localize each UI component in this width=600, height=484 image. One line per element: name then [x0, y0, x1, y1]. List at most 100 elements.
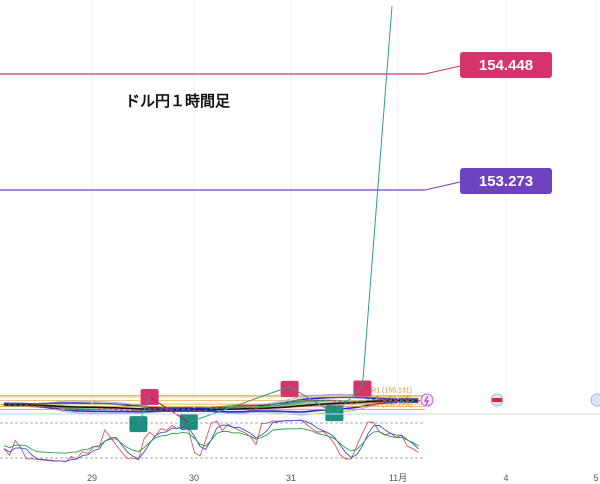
candle-body: [299, 399, 303, 401]
candle-body: [259, 405, 264, 409]
x-tick-label: 31: [286, 473, 296, 483]
callout-box: [460, 168, 552, 194]
pivot-label: S1 (152.220): [372, 401, 412, 408]
candle-body: [293, 400, 297, 402]
flash-event-icon[interactable]: [420, 393, 434, 407]
candle-body: [371, 399, 376, 401]
candle-body: [175, 409, 180, 411]
candle-body: [411, 400, 415, 402]
candle-body: [97, 408, 101, 410]
candle-body: [7, 404, 12, 406]
candle-body: [114, 409, 118, 411]
candle-body: [399, 400, 404, 402]
candle-body: [282, 402, 286, 404]
flash-glyph-icon: [423, 395, 429, 406]
candle-body: [237, 406, 241, 408]
candle-body: [366, 399, 370, 401]
osc-slow-line: [3, 428, 419, 454]
candle-body: [349, 401, 353, 403]
candle-body: [30, 405, 34, 407]
candle-body: [321, 400, 325, 402]
candle-body: [388, 400, 393, 402]
callout-box: [460, 52, 552, 78]
candle-body: [170, 409, 174, 411]
candle-body: [215, 406, 219, 409]
candle-body: [63, 409, 68, 411]
us-flag-icon[interactable]: [590, 393, 600, 407]
candle-body: [360, 400, 365, 402]
pivot-label: R1 (155.131): [371, 388, 412, 395]
candle-body: [153, 409, 157, 411]
candle-body: [248, 407, 253, 409]
candle-body: [338, 400, 342, 402]
candle-body: [52, 407, 57, 409]
candle-body: [80, 409, 85, 411]
candle-body: [86, 409, 90, 411]
us-flag-stripes-icon: [492, 398, 502, 402]
candle-body: [254, 407, 258, 409]
candle-body: [125, 409, 129, 411]
event-icons: [420, 393, 600, 407]
candle-body: [315, 400, 320, 402]
candle-body: [47, 406, 51, 408]
candle-body: [192, 409, 197, 411]
candle-body: [355, 401, 359, 403]
candle-body: [265, 405, 269, 407]
candle-body: [394, 400, 398, 402]
candle-body: [75, 409, 79, 411]
swing-link: [149, 396, 190, 423]
candle-body: [209, 408, 213, 410]
price-callouts: 154.448 153.273: [0, 52, 552, 194]
callout-value: 154.448: [479, 57, 533, 74]
candle-body: [103, 408, 107, 410]
candle-body: [220, 406, 225, 408]
x-axis: 29 30 31 11月 4 5: [87, 473, 599, 483]
candle-body: [119, 409, 124, 411]
x-tick-label: 11月: [389, 473, 407, 483]
candle-body: [405, 400, 409, 402]
candle-body: [287, 401, 292, 403]
candle-body: [181, 409, 185, 411]
candle-body: [231, 406, 236, 408]
candle-body: [19, 404, 23, 406]
candle-body: [41, 406, 45, 408]
lower-band-2: [3, 401, 419, 413]
candle-body: [198, 409, 202, 411]
candle-body: [24, 404, 29, 406]
swing-low-marker: [129, 416, 148, 433]
candle-body: [147, 409, 152, 411]
candle-body: [108, 408, 113, 410]
candles: [2, 398, 421, 413]
candle-body: [58, 408, 62, 410]
swing-markers: [129, 5, 393, 433]
candle-body: [276, 403, 281, 405]
callout-leader: [424, 181, 461, 191]
candle-body: [304, 399, 309, 401]
gridlines: [91, 0, 597, 408]
candle-body: [13, 404, 17, 406]
candle-body: [159, 409, 163, 411]
candle-body: [327, 400, 331, 402]
candle-body: [187, 409, 191, 411]
candle-body: [35, 405, 40, 407]
candle-body: [332, 400, 337, 402]
candle-body: [69, 409, 73, 411]
callout-value: 153.273: [479, 173, 533, 190]
candle-body: [416, 400, 421, 402]
oscillator-pane: [0, 419, 425, 463]
x-tick-label: 5: [593, 473, 598, 483]
swing-high-marker: [353, 380, 372, 397]
candle-body: [2, 404, 6, 406]
candle-body: [226, 406, 230, 408]
candle-body: [91, 408, 96, 410]
osc-k-line: [3, 419, 419, 463]
callout-leader: [424, 65, 461, 75]
swing-high-marker: [280, 380, 299, 397]
candle-body: [383, 399, 387, 401]
candle-body: [164, 409, 169, 411]
candle-body: [136, 410, 141, 412]
candle-body: [377, 399, 381, 401]
x-tick-label: 30: [189, 473, 199, 483]
chart-title: ドル円１時間足: [125, 92, 231, 110]
